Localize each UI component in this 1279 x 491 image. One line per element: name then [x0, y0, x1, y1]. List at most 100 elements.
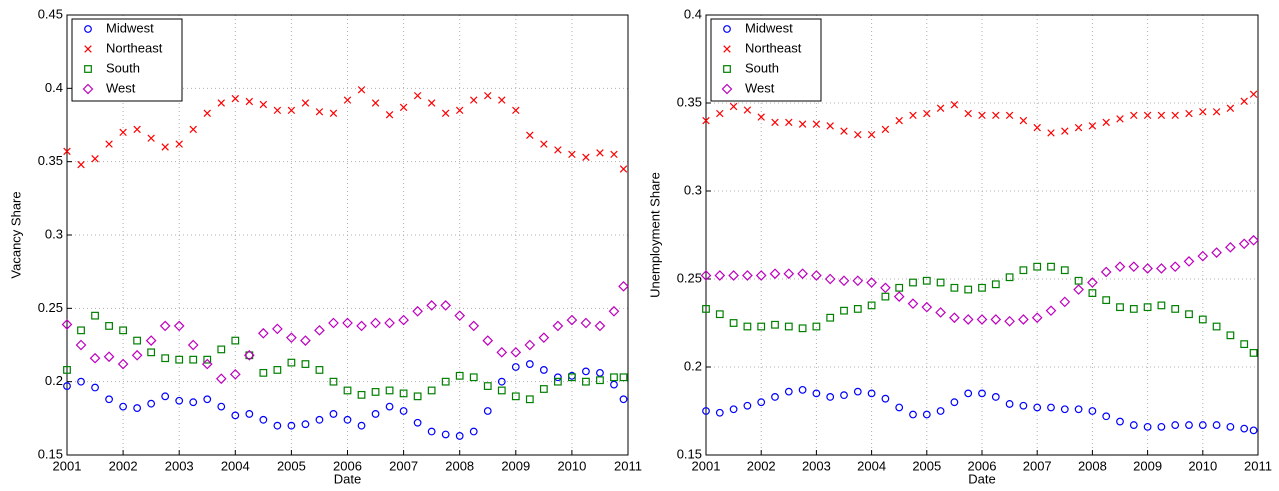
data-point — [1157, 422, 1166, 431]
data-point — [610, 380, 618, 389]
data-point — [1130, 111, 1138, 120]
data-point — [909, 410, 917, 419]
data-point — [895, 403, 904, 412]
data-point — [715, 408, 724, 417]
data-point — [483, 382, 492, 390]
data-point — [854, 130, 862, 139]
data-point — [594, 320, 606, 332]
data-point — [702, 407, 710, 415]
data-point — [1102, 118, 1110, 127]
data-point — [91, 155, 99, 163]
data-point — [511, 363, 520, 371]
x-tick-label: 2004 — [857, 458, 886, 473]
data-point — [596, 376, 604, 385]
legend-marker — [84, 45, 92, 53]
data-point — [231, 411, 240, 420]
data-point — [259, 415, 268, 424]
y-tick-label: 0.25 — [38, 300, 63, 315]
data-point — [484, 91, 492, 100]
data-point — [314, 324, 325, 336]
data-point — [610, 150, 618, 159]
data-point — [385, 111, 394, 119]
x-tick-label: 2011 — [1244, 458, 1272, 473]
data-point — [1116, 303, 1124, 312]
data-point — [245, 410, 254, 418]
data-point — [427, 99, 436, 107]
data-point — [757, 113, 765, 121]
data-point — [1033, 262, 1042, 271]
data-point — [189, 125, 197, 134]
data-point — [1248, 234, 1259, 246]
x-tick-label: 2005 — [912, 458, 941, 473]
data-point — [468, 320, 480, 332]
data-point — [714, 270, 726, 281]
data-point — [412, 305, 423, 317]
data-point — [729, 319, 738, 327]
data-point — [964, 285, 973, 294]
data-point — [991, 393, 1000, 401]
data-point — [538, 332, 550, 344]
data-point — [1088, 407, 1097, 415]
data-point — [1226, 331, 1235, 340]
data-point — [175, 140, 183, 148]
data-point — [427, 427, 436, 436]
data-point — [512, 106, 520, 115]
data-point — [175, 355, 184, 364]
data-point — [105, 395, 113, 404]
legend-label: South — [106, 60, 140, 75]
data-point — [935, 307, 946, 318]
data-point — [702, 116, 710, 125]
data-point — [881, 292, 890, 301]
plot-frame — [66, 14, 629, 456]
data-point — [217, 99, 225, 107]
data-point — [133, 336, 142, 345]
data-point — [743, 401, 752, 410]
data-point — [1142, 263, 1153, 274]
data-point — [838, 275, 850, 287]
data-point — [978, 111, 986, 120]
data-point — [867, 301, 876, 310]
data-point — [619, 373, 628, 382]
data-point — [1087, 277, 1098, 288]
data-point — [77, 326, 85, 335]
data-point — [1185, 310, 1193, 319]
legend-marker — [721, 83, 733, 95]
data-point — [1074, 276, 1083, 285]
data-point — [231, 94, 240, 103]
data-point — [119, 402, 127, 411]
data-point — [742, 270, 753, 281]
data-point — [427, 386, 436, 395]
data-point — [173, 320, 185, 332]
data-point — [384, 317, 395, 329]
data-point — [1249, 426, 1258, 435]
data-point — [245, 97, 254, 106]
data-point — [1005, 273, 1014, 282]
data-point — [729, 405, 738, 414]
data-point — [840, 306, 848, 315]
data-point — [187, 339, 199, 351]
legend-label: South — [745, 60, 779, 75]
data-point — [1018, 314, 1029, 325]
data-point — [1061, 127, 1069, 135]
data-point — [950, 283, 959, 292]
x-tick-label: 2007 — [389, 458, 418, 473]
data-point — [1074, 405, 1083, 414]
data-point — [539, 385, 548, 393]
data-point — [811, 270, 822, 281]
x-tick-label: 2003 — [165, 458, 194, 473]
data-point — [978, 283, 986, 292]
y-tick-label: 0.35 — [38, 153, 63, 168]
data-point — [105, 322, 113, 330]
data-point — [992, 111, 1000, 120]
data-point — [553, 377, 562, 386]
data-point — [880, 282, 891, 294]
data-point — [399, 389, 408, 398]
data-point — [441, 430, 450, 439]
data-point — [1100, 266, 1112, 278]
data-point — [371, 99, 380, 107]
data-point — [356, 320, 367, 332]
data-point — [229, 368, 241, 380]
data-point — [273, 421, 282, 430]
data-point — [1238, 238, 1250, 250]
legend-label: Northeast — [745, 40, 802, 55]
